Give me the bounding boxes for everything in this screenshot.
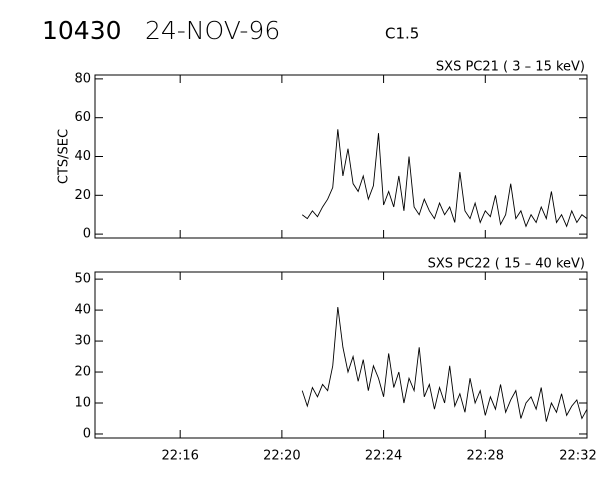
y-tick-label: 0 (83, 227, 91, 242)
y-axis-label: CTS/SEC (57, 129, 72, 184)
x-tick-label: 22:24 (365, 449, 402, 464)
y-tick-label: 0 (83, 426, 91, 441)
x-tick-label: 22:28 (467, 449, 504, 464)
panel-title: SXS PC21 ( 3 – 15 keV) (436, 60, 585, 75)
flare-class: C1.5 (385, 25, 419, 43)
y-tick-label: 50 (74, 272, 91, 287)
y-tick-label: 10 (74, 396, 91, 411)
x-tick-label: 22:32 (559, 449, 596, 464)
date: 24-NOV-96 (145, 16, 280, 45)
data-line (301, 129, 588, 228)
panel-title: SXS PC22 ( 15 – 40 keV) (428, 257, 585, 272)
y-tick-label: 20 (74, 365, 91, 380)
plot-frame (94, 271, 588, 439)
y-tick-label: 80 (74, 71, 91, 86)
y-tick-label: 40 (74, 149, 91, 164)
data-line (301, 306, 588, 422)
y-tick-label: 20 (74, 188, 91, 203)
y-tick-label: 30 (74, 334, 91, 349)
y-tick-label: 40 (74, 303, 91, 318)
x-tick-label: 22:16 (161, 449, 198, 464)
x-tick-label: 22:20 (263, 449, 300, 464)
y-tick-label: 60 (74, 110, 91, 125)
event-number: 10430 (42, 16, 122, 45)
